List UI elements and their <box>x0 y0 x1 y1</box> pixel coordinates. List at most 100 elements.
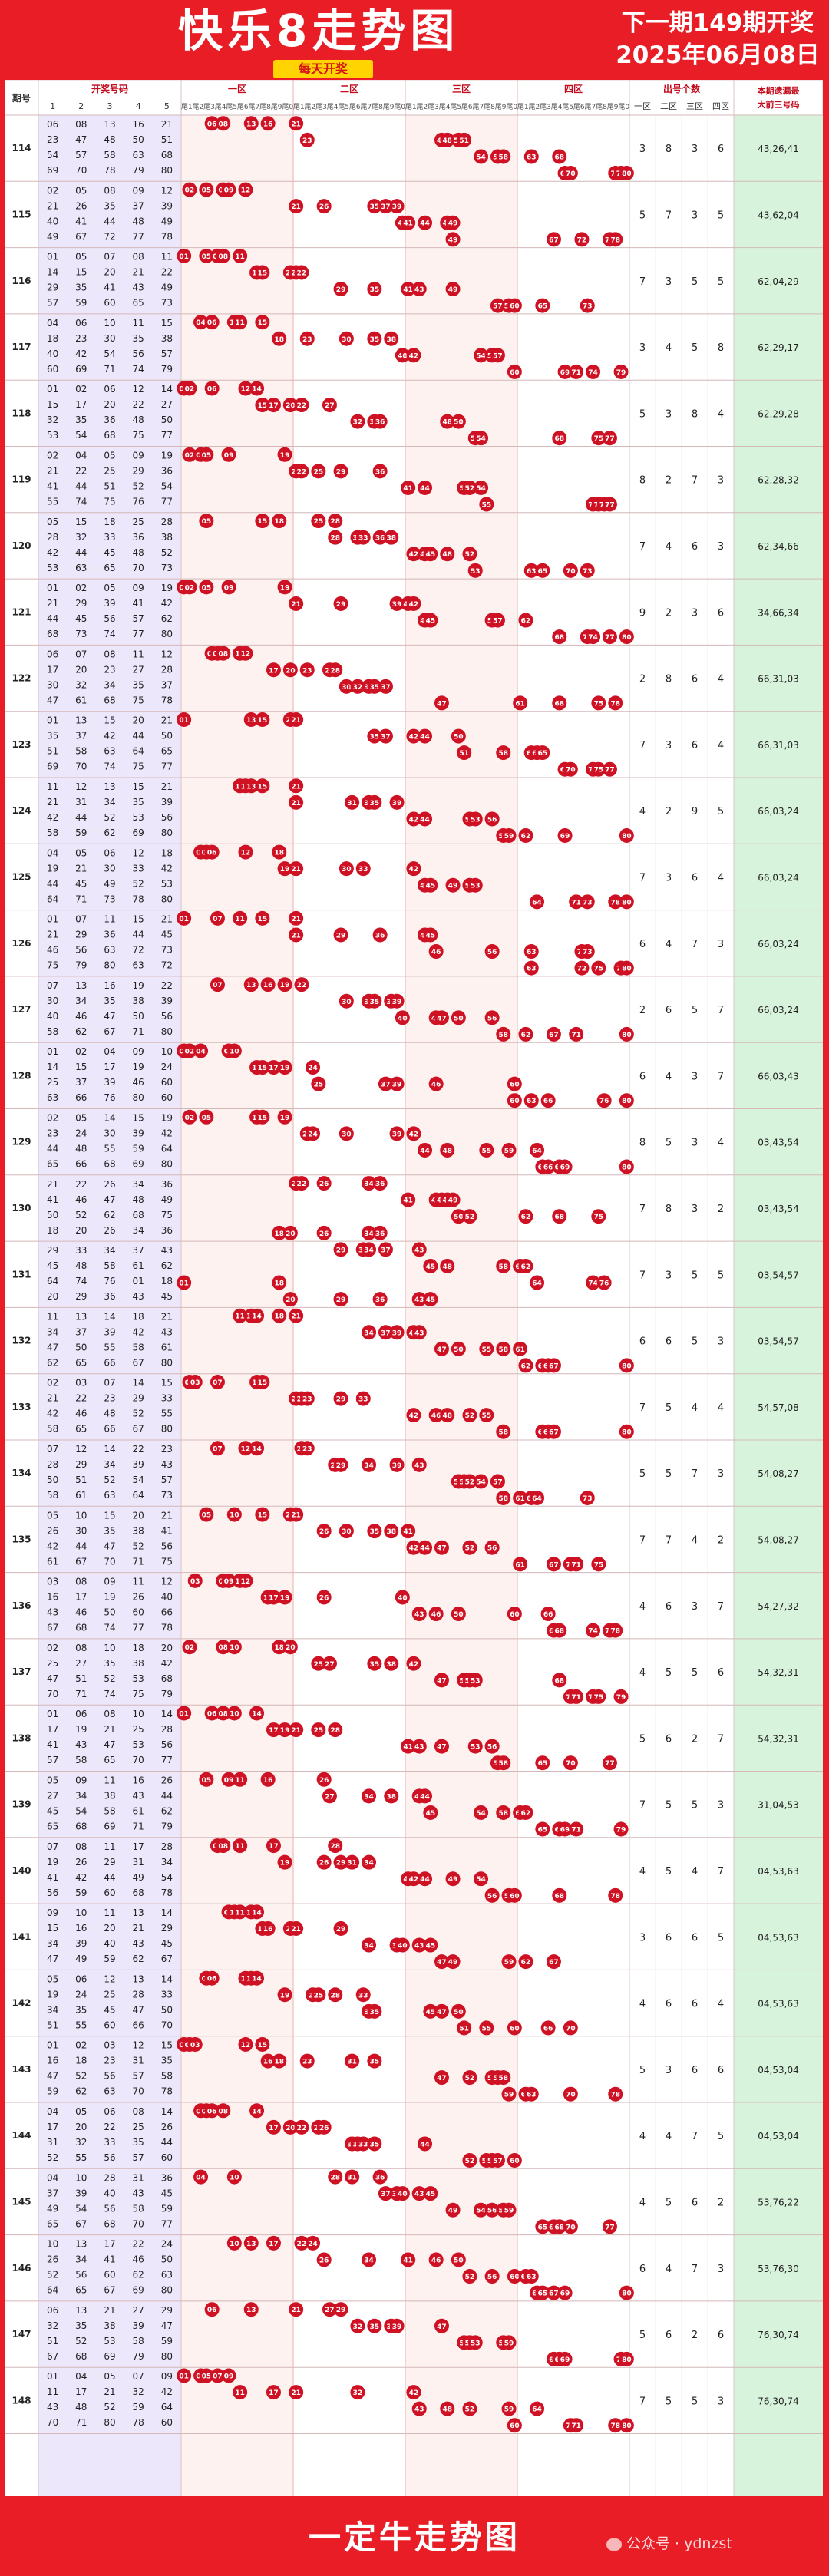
draw-number: 15 <box>161 2040 173 2051</box>
number-ball <box>535 1821 550 1837</box>
number-ball <box>306 2235 321 2251</box>
number-ball <box>423 927 438 943</box>
number-ball-label: 64 <box>532 1495 542 1503</box>
number-ball-label: 15 <box>258 717 268 725</box>
number-ball <box>518 1258 533 1273</box>
draw-number: 44 <box>47 878 58 889</box>
number-ball <box>221 447 236 462</box>
number-ball <box>530 1142 545 1158</box>
number-ball <box>535 563 550 578</box>
number-ball <box>608 2086 623 2102</box>
draw-number: 36 <box>161 1179 173 1190</box>
row-issue: 148 <box>12 2395 31 2406</box>
number-ball <box>389 1076 405 1091</box>
draw-number: 47 <box>47 695 58 705</box>
number-ball-label: 59 <box>504 2406 514 2414</box>
number-ball <box>367 2136 382 2152</box>
draw-number: 60 <box>161 2152 173 2163</box>
zone-count: 6 <box>692 872 698 883</box>
number-ball <box>362 1457 377 1472</box>
number-ball <box>182 381 197 396</box>
draw-number: 15 <box>75 267 87 278</box>
number-ball <box>384 331 399 346</box>
number-ball-label: 55 <box>482 502 492 510</box>
zone-count: 5 <box>639 408 646 420</box>
zone-count: 5 <box>666 1468 672 1480</box>
number-ball-label: 27 <box>325 2307 335 2314</box>
number-ball <box>289 927 304 943</box>
header-draw-col: 4 <box>136 101 141 111</box>
number-ball <box>523 149 539 164</box>
number-ball-label: 06 <box>207 2307 217 2314</box>
number-ball <box>243 2302 259 2317</box>
zone-count: 7 <box>639 1204 646 1215</box>
draw-number: 32 <box>75 679 87 690</box>
number-ball-label: 42 <box>409 866 419 874</box>
number-ball-label: 77 <box>605 1760 615 1768</box>
number-ball <box>507 1607 522 1622</box>
number-ball-label: 61 <box>515 700 525 708</box>
number-ball-label: 42 <box>409 1412 419 1420</box>
number-ball-label: 20 <box>286 1644 296 1652</box>
zone-count: 7 <box>692 939 698 950</box>
draw-number: 07 <box>75 914 87 925</box>
draw-number: 63 <box>104 945 115 956</box>
number-ball <box>434 2070 449 2086</box>
draw-number: 13 <box>75 2239 87 2250</box>
missing-top3: 54,32,31 <box>758 1667 798 1678</box>
number-ball <box>299 1391 315 1406</box>
number-ball-label: 36 <box>375 1230 385 1238</box>
number-ball <box>411 1937 427 1953</box>
number-ball-label: 17 <box>269 1843 279 1851</box>
draw-number: 57 <box>47 1755 58 1765</box>
number-ball-label: 65 <box>538 750 548 758</box>
draw-number: 58 <box>75 1755 87 1765</box>
zone-count: 6 <box>718 2065 724 2076</box>
number-ball <box>372 1225 388 1240</box>
zone-count: 3 <box>692 1601 698 1613</box>
draw-number: 15 <box>133 1113 144 1124</box>
draw-number: 04 <box>75 2371 87 2382</box>
draw-number: 45 <box>47 1806 58 1817</box>
number-ball-label: 01 <box>179 717 189 725</box>
draw-number: 10 <box>75 1907 87 1918</box>
row-issue: 129 <box>12 1137 31 1148</box>
number-ball-label: 44 <box>420 816 430 824</box>
number-ball-label: 56 <box>487 1545 497 1553</box>
number-ball <box>411 1292 427 1307</box>
zone-count: 4 <box>718 1138 724 1149</box>
number-ball-label: 21 <box>291 916 301 923</box>
draw-number: 20 <box>133 715 144 726</box>
draw-number: 50 <box>133 134 144 145</box>
number-ball-label: 39 <box>392 1082 402 1089</box>
number-ball-label: 29 <box>336 1860 346 1868</box>
number-ball-label: 08 <box>218 651 228 659</box>
row-issue: 135 <box>12 1534 31 1544</box>
number-ball-label: 50 <box>454 1346 464 1354</box>
draw-number: 29 <box>47 282 58 293</box>
draw-number: 04 <box>104 1046 115 1057</box>
number-ball-label: 32 <box>353 684 363 692</box>
draw-number: 75 <box>104 497 115 507</box>
draw-number: 72 <box>104 231 115 242</box>
draw-number: 45 <box>161 1938 173 1949</box>
draw-number: 77 <box>133 629 144 639</box>
number-ball-label: 30 <box>342 866 352 874</box>
number-ball-label: 06 <box>207 1976 217 1983</box>
number-ball <box>277 1060 292 1075</box>
number-ball <box>333 1292 348 1307</box>
number-ball-label: 64 <box>532 2406 542 2414</box>
draw-number: 76 <box>104 1276 115 1286</box>
draw-number: 48 <box>104 134 115 145</box>
number-ball <box>395 2186 410 2201</box>
draw-number: 39 <box>75 1938 87 1949</box>
number-ball <box>199 1109 214 1125</box>
zone-bg-1 <box>181 115 293 2496</box>
draw-number: 63 <box>47 1092 58 1103</box>
number-ball <box>226 1640 242 1655</box>
number-ball <box>540 1093 556 1108</box>
number-ball <box>255 1507 270 1522</box>
draw-number: 21 <box>133 267 144 278</box>
number-ball-label: 37 <box>381 2191 391 2198</box>
draw-number: 05 <box>104 2371 115 2382</box>
